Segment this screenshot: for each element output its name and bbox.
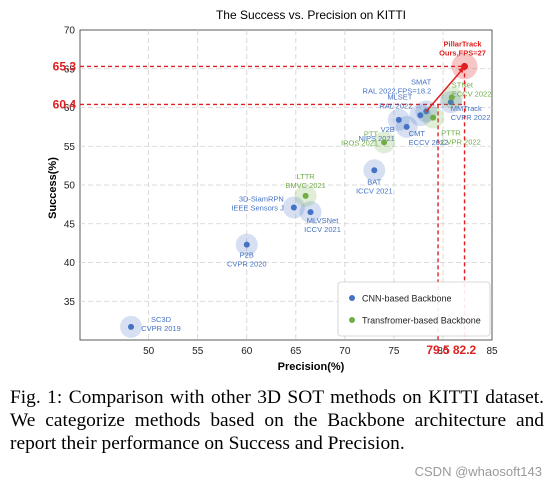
x-axis-label: Precision(%) [278, 361, 345, 373]
y-tick-label: 65 [64, 64, 76, 75]
data-point [403, 123, 410, 130]
data-point [448, 94, 455, 101]
point-label-venue: RAL 2022 [379, 101, 412, 110]
point-label-name: PTTR [441, 129, 461, 138]
point-label-name: PTT [364, 129, 379, 138]
data-point [371, 167, 378, 174]
point-label-name: STNet [452, 80, 474, 89]
point-label-name: P2B [240, 251, 254, 260]
y-tick-label: 50 [64, 181, 76, 192]
point-label-venue: ECCV 2022 [409, 138, 449, 147]
y-tick-label: 60 [64, 103, 76, 114]
y-tick-label: 45 [64, 219, 76, 230]
point-label-venue: CVPR 2022 [451, 113, 491, 122]
data-point [307, 209, 314, 216]
reference-label-y: 65.3 [53, 59, 77, 73]
data-point [447, 99, 454, 106]
grid-lines [80, 30, 492, 340]
y-axis-label: Success(%) [47, 157, 59, 219]
y-tick-label: 55 [64, 142, 76, 153]
point-label-venue: CVPR 2020 [227, 260, 267, 269]
highlight-point [461, 62, 469, 70]
improvement-arrow [425, 69, 463, 112]
point-label-name: MLVSNet [307, 216, 339, 225]
figure-caption: Fig. 1: Comparison with other 3D SOT met… [10, 387, 544, 454]
point-label-venue: ICCV 2021 [304, 225, 341, 234]
data-point [128, 323, 135, 330]
reference-label-x: 79.5 [426, 343, 450, 357]
data-point [417, 112, 424, 119]
point-label-venue: NIPS 2021 [359, 134, 395, 143]
reference-label-x: 82.2 [453, 343, 477, 357]
point-label-name: SC3D [151, 315, 172, 324]
highlight-label-name: PillarTrack [444, 39, 483, 48]
point-label-name: V2B [381, 125, 395, 134]
point-label-venue: IROS 2021 [341, 138, 378, 147]
scatter-chart: The Success vs. Precision on KITTI 50 55 6… [47, 8, 498, 373]
data-point [381, 139, 388, 146]
x-tick-label: 60 [241, 346, 253, 357]
point-label-name: LTTR [297, 172, 316, 181]
x-tick-label: 75 [388, 346, 400, 357]
point-label-name: MMTrack [451, 104, 482, 113]
legend: CNN-based Backbone Transfromer-based Back… [337, 281, 491, 337]
point-label-name: MLSET [387, 92, 412, 101]
point-label-venue: BMVC 2021 [285, 181, 325, 190]
data-point [302, 192, 309, 199]
x-tick-label: 85 [486, 346, 498, 357]
legend-marker [349, 317, 355, 323]
legend-entry: CNN-based Backbone [362, 294, 452, 304]
point-label-venue: RAL 2022,FPS=18.2 [363, 86, 432, 95]
point-label-venue: ECCV 2022 [452, 89, 492, 98]
highlight-label-note: Ours,FPS=27 [439, 48, 486, 57]
point-label-venue: IEEE Sensors J [231, 203, 284, 212]
point-label-venue: CVPR 2022 [441, 138, 481, 147]
point-label-name: CMT [409, 129, 426, 138]
legend-marker [349, 295, 355, 301]
x-tick-label: 70 [339, 346, 351, 357]
data-point [290, 204, 297, 211]
point-label-venue: CVPR 2019 [141, 324, 181, 333]
data-point [243, 241, 250, 248]
x-tick-label: 65 [290, 346, 302, 357]
legend-entry: Transfromer-based Backbone [362, 316, 481, 326]
y-tick-label: 40 [64, 258, 76, 269]
x-tick-label: 50 [143, 346, 155, 357]
point-label-venue: ICCV 2021 [356, 186, 393, 195]
watermark: CSDN @whaosoft143 [414, 464, 542, 479]
point-label-name: 3D-SiamRPN [239, 194, 284, 203]
chart-title: The Success vs. Precision on KITTI [216, 8, 406, 22]
point-label-name: BAT [367, 177, 381, 186]
point-label-name: SMAT [411, 77, 432, 86]
y-tick-label: 70 [64, 26, 76, 37]
x-tick-label: 80 [437, 346, 449, 357]
y-tick-label: 35 [64, 297, 76, 308]
legend-box [337, 281, 491, 337]
x-tick-label: 55 [192, 346, 204, 357]
reference-label-y: 60.4 [53, 97, 77, 111]
data-point [395, 116, 402, 123]
reference-lines: 65.3 60.4 79.5 82.2 [53, 59, 477, 357]
axis-ticks: 50 55 60 65 70 75 80 85 35 40 45 50 55 60 65 70 [64, 26, 498, 358]
data-point [430, 114, 437, 121]
